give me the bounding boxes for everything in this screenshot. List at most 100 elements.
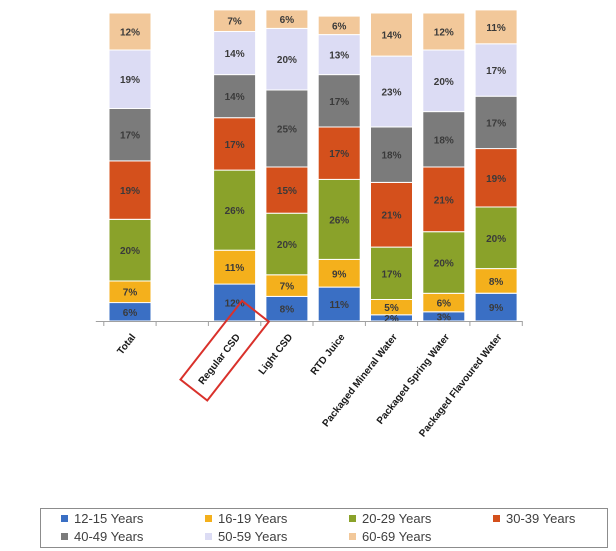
value-label: 20% (486, 234, 506, 245)
bar-segment (317, 15, 361, 36)
legend-item: 30-39 Years (493, 511, 575, 526)
value-label: 21% (434, 195, 454, 206)
bar-segment (370, 246, 413, 301)
value-label: 14% (225, 92, 245, 103)
bar-segment (422, 111, 466, 168)
value-label: 17% (486, 118, 506, 129)
legend-label: 50-59 Years (218, 529, 288, 544)
bar-segment (422, 231, 466, 294)
value-labels-group: 6% 7% 20% 19% 17% 19% 12% 12% 11% 26% 17% 14% 14% 7% 8… (120, 15, 506, 325)
value-label: 12% (434, 28, 454, 39)
legend: 12-15 Years 16-19 Years 20-29 Years 30-39 Y… (40, 508, 608, 548)
legend-item: 50-59 Years (205, 529, 287, 544)
value-label: 11% (225, 263, 245, 274)
bar-segment (474, 292, 518, 322)
legend-swatch (493, 515, 500, 522)
bar-segment (422, 12, 466, 51)
value-label: 20% (434, 259, 454, 270)
category-label: Regular CSD (197, 332, 243, 387)
value-label: 13% (329, 51, 349, 62)
value-label: 20% (277, 240, 297, 251)
bar-segment (317, 286, 361, 322)
bar-segment (370, 126, 413, 183)
bar-segment (317, 74, 361, 128)
bar-segment (108, 160, 152, 220)
value-label: 15% (277, 186, 297, 197)
value-label: 23% (381, 88, 401, 99)
value-label: 11% (486, 23, 506, 34)
value-label: 17% (329, 149, 349, 160)
value-label: 17% (329, 97, 349, 108)
bar-segment (213, 249, 257, 285)
value-label: 8% (280, 305, 295, 316)
legend-item: 12-15 Years (61, 511, 143, 526)
legend-label: 16-19 Years (218, 511, 288, 526)
value-label: 7% (280, 282, 295, 293)
bar-segment (213, 169, 257, 251)
bar-segment (370, 55, 413, 128)
bar-segment (213, 283, 257, 322)
value-label: 6% (332, 21, 347, 32)
value-label: 20% (434, 77, 454, 88)
value-label: 18% (434, 135, 454, 146)
value-label: 5% (384, 303, 399, 314)
value-label: 21% (381, 211, 401, 222)
value-label: 9% (489, 303, 504, 314)
legend-swatch (205, 533, 212, 540)
bar-segment (108, 218, 152, 282)
bar-segment (370, 12, 413, 57)
bar-segment (317, 126, 361, 180)
legend-label: 60-69 Years (362, 529, 432, 544)
value-label: 6% (437, 299, 452, 310)
value-label: 19% (120, 186, 140, 197)
value-label: 19% (120, 75, 140, 86)
legend-item: 20-29 Years (349, 511, 431, 526)
value-label: 6% (123, 308, 138, 319)
value-label: 18% (381, 151, 401, 162)
value-label: 14% (225, 49, 245, 60)
legend-label: 20-29 Years (362, 511, 432, 526)
bar-segment (370, 181, 413, 248)
bar-segment (265, 9, 309, 29)
value-label: 14% (381, 31, 401, 42)
value-label: 7% (123, 288, 138, 299)
legend-label: 30-39 Years (506, 511, 576, 526)
category-label: RTD Juice (309, 332, 348, 378)
legend-swatch (61, 515, 68, 522)
value-label: 6% (280, 15, 295, 26)
value-label: 17% (381, 269, 401, 280)
value-label: 12% (120, 28, 140, 39)
legend-label: 40-49 Years (74, 529, 144, 544)
bar-segment (265, 89, 309, 168)
bar-segment (474, 148, 518, 208)
value-label: 9% (332, 269, 347, 280)
value-label: 20% (277, 55, 297, 66)
legend-swatch (349, 533, 356, 540)
bar-segment (265, 212, 309, 276)
bar-segment (474, 95, 518, 150)
bar-segment (317, 258, 361, 288)
value-label: 26% (329, 215, 349, 226)
legend-item: 40-49 Years (61, 529, 143, 544)
value-label: 25% (277, 125, 297, 136)
legend-item: 60-69 Years (349, 529, 431, 544)
value-label: 12% (225, 299, 245, 310)
stacked-bar-chart: 6% 7% 20% 19% 17% 19% 12% 12% 11% 26% 17% 14% 14% 7% 8… (95, 9, 523, 439)
bar-segment (265, 27, 309, 91)
value-label: 20% (120, 246, 140, 257)
legend-swatch (205, 515, 212, 522)
value-label: 11% (329, 300, 349, 311)
value-label: 17% (120, 131, 140, 142)
bar-segment (213, 74, 257, 119)
bar-segment (108, 12, 152, 51)
bar-segment (422, 49, 466, 113)
value-label: 17% (225, 140, 245, 151)
value-label: 19% (486, 174, 506, 185)
value-label: 26% (225, 206, 245, 217)
bar-segment (213, 31, 257, 76)
value-label: 17% (486, 66, 506, 77)
bar-segment (474, 206, 518, 270)
bar-segment (317, 178, 361, 260)
bar-segment (317, 34, 361, 76)
bar-segment (474, 43, 518, 97)
